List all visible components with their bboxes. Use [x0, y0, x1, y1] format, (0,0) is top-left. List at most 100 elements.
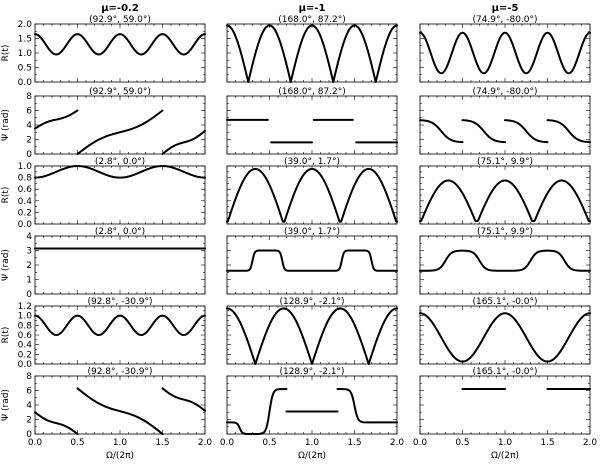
panel-label: (39.0°, 1.7°) — [284, 227, 340, 237]
panel-label: (165.1°, -0.0°) — [472, 367, 537, 377]
data-series — [226, 307, 398, 365]
panel: (2.8°, 0.0°) 0.0 0.20.4 0.60.8 1.0 R(t) — [1, 157, 206, 230]
panel-label: (92.9°, 59.0°) — [89, 87, 151, 97]
panel-label: (39.0°, 1.7°) — [284, 157, 340, 167]
y-tick-label: 0.8 — [18, 174, 33, 184]
y-tick-label: 2.0 — [18, 20, 33, 30]
y-tick-label: 0 — [26, 430, 32, 440]
panel-frame — [34, 235, 206, 295]
panel-label: (75.1°, 9.9°) — [477, 227, 533, 237]
y-axis-label: Ψ (rad) — [1, 389, 11, 421]
y-tick-label: 0.4 — [18, 341, 33, 351]
panel: (75.1°, 9.9°) — [419, 157, 591, 225]
panel-frame — [419, 165, 591, 225]
data-series — [504, 119, 549, 144]
y-tick-label: 0.2 — [18, 350, 32, 360]
x-axis-labels: 0.0 0.5 1.0 1.5 2.0 Ω/(2π) 0.0 0.5 1.0 1.5 2.0 Ω/(2… — [28, 438, 598, 461]
data-series — [251, 388, 288, 435]
panel: (2.8°, 0.0°) 0 1 2 3 4 Ψ (rad) — [1, 227, 206, 300]
panel-label: (165.1°, -0.0°) — [472, 297, 537, 307]
panel-frame — [226, 375, 398, 435]
y-tick-label: 0.0 — [18, 360, 33, 370]
panel: (165.1°, -0.0°) — [419, 297, 591, 365]
column-title: μ=-5 — [492, 3, 519, 14]
panel: (92.8°, -30.9°) 0 2 4 6 8 Ψ (rad) — [1, 367, 206, 440]
data-series — [161, 387, 206, 412]
y-tick-label: 0 — [26, 150, 32, 160]
panel-frame — [34, 165, 206, 225]
panel: (92.9°, 59.0°) 0 2 4 6 8 Ψ (rad) — [1, 87, 206, 160]
y-axis-label: R(t) — [1, 45, 11, 62]
y-tick-label: 2 — [26, 261, 32, 271]
data-series — [461, 119, 506, 144]
data-series — [226, 24, 398, 83]
y-axis-label: R(t) — [1, 187, 11, 204]
x-tick-label: 0.0 — [220, 438, 235, 448]
data-series — [76, 387, 164, 435]
x-tick-label: 0.0 — [28, 438, 43, 448]
y-tick-label: 4 — [26, 401, 32, 411]
y-tick-label: 4 — [26, 121, 32, 131]
panel-label: (92.8°, -30.9°) — [87, 297, 152, 307]
y-tick-label: 1.0 — [18, 312, 33, 322]
data-series — [34, 411, 79, 435]
panel: (39.0°, 1.7°) — [226, 227, 398, 295]
x-tick-label: 1.0 — [305, 438, 320, 448]
panel-label: (92.8°, -30.9°) — [87, 367, 152, 377]
x-tick-label: 2.0 — [390, 438, 405, 448]
panel: (128.9°, -2.1°) — [226, 297, 398, 365]
panel-frame — [226, 23, 398, 83]
data-series — [546, 119, 591, 144]
panel-frame — [419, 305, 591, 365]
y-tick-label: 4 — [26, 232, 32, 242]
panel-label: (92.9°, 59.0°) — [89, 15, 151, 25]
y-tick-label: 0.5 — [18, 64, 32, 74]
data-series — [161, 129, 206, 155]
data-series — [34, 314, 206, 336]
panel-frame — [419, 235, 591, 295]
x-tick-label: 0.0 — [413, 438, 428, 448]
y-tick-label: 3 — [26, 247, 32, 257]
y-tick-label: 0.2 — [18, 208, 32, 218]
panel: (75.1°, 9.9°) — [419, 227, 591, 295]
panel-label: (2.8°, 0.0°) — [95, 157, 145, 167]
y-tick-label: 8 — [26, 92, 32, 102]
y-tick-label: 1.0 — [18, 162, 33, 172]
panel: (165.1°, -0.0°) — [419, 367, 591, 435]
y-tick-label: 0.0 — [18, 220, 33, 230]
data-series — [419, 119, 464, 144]
panel-label: (74.9°, -80.0°) — [472, 15, 537, 25]
column-title: μ=-0.2 — [101, 3, 139, 14]
panel-label: (75.1°, 9.9°) — [477, 157, 533, 167]
y-tick-label: 1.0 — [18, 49, 33, 59]
y-tick-label: 8 — [26, 372, 32, 382]
panel-frame — [34, 95, 206, 155]
y-axis-label: R(t) — [1, 327, 11, 344]
x-tick-label: 1.0 — [113, 438, 128, 448]
panel-frame — [419, 95, 591, 155]
y-tick-label: 0.6 — [18, 331, 33, 341]
y-tick-label: 0.8 — [18, 321, 33, 331]
x-tick-label: 0.5 — [262, 438, 276, 448]
column-titles: μ=-0.2 μ=-1 μ=-5 — [101, 3, 518, 14]
y-tick-label: 0 — [26, 290, 32, 300]
data-series — [419, 31, 591, 75]
x-axis-label: Ω/(2π) — [298, 451, 326, 461]
y-tick-label: 0.6 — [18, 185, 33, 195]
y-tick-label: 2 — [26, 136, 32, 146]
panel: (92.8°, -30.9°) 0.00.20.40.60.81.01.2 R(t) — [1, 297, 206, 370]
y-axis-label: Ψ (rad) — [1, 249, 11, 281]
panel-label: (168.0°, 87.2°) — [278, 15, 346, 25]
y-tick-label: 2 — [26, 416, 32, 426]
panel: (39.0°, 1.7°) — [226, 157, 398, 225]
panel: (92.9°, 59.0°) 0.0 0.5 1.0 1.5 2.0 R(t) — [1, 15, 206, 88]
panel: (128.9°, -2.1°) — [226, 367, 398, 435]
panel: (74.9°, -80.0°) — [419, 87, 591, 155]
x-tick-label: 2.0 — [198, 438, 213, 448]
panel-frame — [226, 165, 398, 225]
column-title: μ=-1 — [299, 3, 326, 14]
panel-label: (168.0°, 87.2°) — [278, 87, 346, 97]
data-series — [419, 249, 591, 272]
data-series — [419, 179, 591, 223]
panel: (168.0°, 87.2°) — [226, 15, 398, 83]
